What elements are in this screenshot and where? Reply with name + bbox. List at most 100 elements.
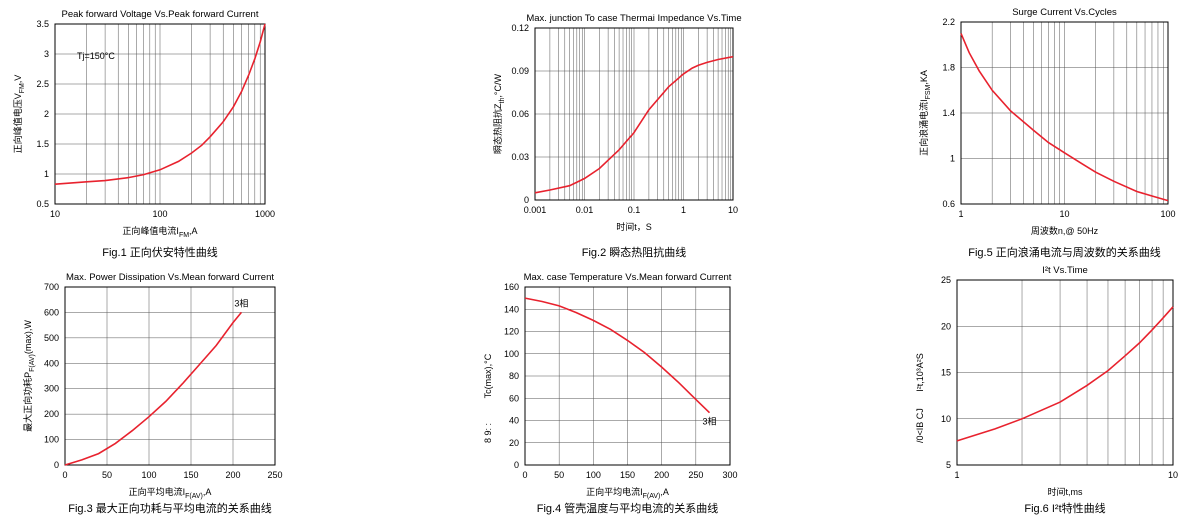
x-tick-label: 100 xyxy=(1160,209,1175,219)
x-tick-label: 1 xyxy=(681,205,686,215)
y-tick-label: 0.03 xyxy=(511,152,529,162)
x-axis-label: 正向平均电流IF(AV),A xyxy=(129,486,212,500)
x-tick-label: 100 xyxy=(152,209,167,219)
figure-caption: Fig.6 I²t特性曲线 xyxy=(1024,501,1105,515)
y-tick-label: 5 xyxy=(946,460,951,470)
y-tick-label: 2.5 xyxy=(36,79,49,89)
x-tick-label: 0 xyxy=(62,470,67,480)
chart-fig6: 1 10 5 10 15 20 25 I²t Vs.Time 时间t,ms I²t,10³A²S /… xyxy=(915,265,1178,515)
chart-grid xyxy=(961,22,1168,204)
y-axis-label: 正向浪涌电流IFSM,KA xyxy=(918,70,932,156)
y-axis-label: 正向峰值电压VFM,V xyxy=(12,75,26,154)
series-line xyxy=(956,306,1174,442)
x-tick-label: 0.1 xyxy=(628,205,641,215)
y-tick-label: 140 xyxy=(504,304,519,314)
series-line xyxy=(54,23,266,185)
chart-grid xyxy=(957,280,1173,465)
x-tick-label: 10 xyxy=(1059,209,1069,219)
x-tick-label: 0.01 xyxy=(576,205,594,215)
chart-fig3: 0 50 100 150 200 250 0 100 200 300 400 500 600 700 Max… xyxy=(22,272,283,515)
x-axis-label: 时间t,ms xyxy=(1048,486,1083,497)
x-tick-label: 250 xyxy=(688,470,703,480)
x-tick-label: 150 xyxy=(183,470,198,480)
y-tick-label: 0.12 xyxy=(511,23,529,33)
plot-frame xyxy=(64,286,276,466)
chart-annotation: Tj=150°C xyxy=(77,51,115,61)
x-tick-label: 1 xyxy=(954,470,959,480)
x-tick-label: 10 xyxy=(1168,470,1178,480)
x-tick-label: 10 xyxy=(50,209,60,219)
x-tick-label: 50 xyxy=(554,470,564,480)
y-tick-label: 400 xyxy=(44,358,59,368)
figure-caption: Fig.3 最大正向功耗与平均电流的关系曲线 xyxy=(68,501,272,515)
y-tick-label: 0.06 xyxy=(511,109,529,119)
plot-frame xyxy=(956,279,1174,466)
y-tick-label: 600 xyxy=(44,307,59,317)
x-tick-label: 100 xyxy=(141,470,156,480)
plot-frame xyxy=(960,21,1169,205)
y-axis-label: 最大正向功耗PF(AV)(max),W xyxy=(22,320,36,432)
y-tick-label: 1.4 xyxy=(942,108,955,118)
y-tick-label: 40 xyxy=(509,416,519,426)
chart-title: Max. Power Dissipation Vs.Mean forward C… xyxy=(66,272,274,283)
chart-title: Max. case Temperature Vs.Mean forward Cu… xyxy=(524,272,732,283)
plot-frame xyxy=(534,27,734,201)
chart-annotation: 3相 xyxy=(234,297,248,308)
figure-caption: Fig.4 管壳温度与平均电流的关系曲线 xyxy=(537,501,719,515)
y-tick-label: 160 xyxy=(504,282,519,292)
y-tick-label: 15 xyxy=(941,368,951,378)
x-tick-label: 1 xyxy=(958,209,963,219)
chart-grid xyxy=(55,24,265,204)
y-tick-label: 20 xyxy=(941,321,951,331)
y-tick-label: 3 xyxy=(44,49,49,59)
y-tick-label: 2.2 xyxy=(942,17,955,27)
figure-caption: Fig.2 瞬态热阻抗曲线 xyxy=(582,245,687,259)
x-tick-label: 0.001 xyxy=(524,205,547,215)
y-tick-label: 0 xyxy=(514,460,519,470)
y-tick-label: 200 xyxy=(44,409,59,419)
y-tick-label: 0.5 xyxy=(36,199,49,209)
y-tick-label: 10 xyxy=(941,414,951,424)
series-line xyxy=(960,33,1169,202)
y-tick-label: 300 xyxy=(44,384,59,394)
x-tick-label: 1000 xyxy=(255,209,275,219)
y-tick-label: 0.09 xyxy=(511,66,529,76)
chart-title: I²t Vs.Time xyxy=(1042,265,1088,276)
chart-fig4: 0 50 100 150 200 250 300 0 20 40 60 80 100 120 140 160 M… xyxy=(483,272,738,515)
chart-grid xyxy=(65,287,275,465)
plot-frame xyxy=(524,286,731,466)
figure-caption: Fig.1 正向伏安特性曲线 xyxy=(102,245,218,259)
y-tick-label: 1.8 xyxy=(942,63,955,73)
y-tick-label: 0.6 xyxy=(942,199,955,209)
series-line xyxy=(524,297,711,414)
x-tick-label: 150 xyxy=(620,470,635,480)
y-tick-label: 0 xyxy=(524,195,529,205)
y-axis-label-prefix: /0<IB CJ xyxy=(915,408,925,443)
chart-title: Surge Current Vs.Cycles xyxy=(1012,7,1117,18)
y-tick-label: 3.5 xyxy=(36,19,49,29)
y-tick-label: 1 xyxy=(44,169,49,179)
y-tick-label: 1 xyxy=(950,154,955,164)
y-axis-label: Tc(max),°C xyxy=(483,353,493,398)
x-tick-label: 0 xyxy=(522,470,527,480)
x-tick-label: 300 xyxy=(722,470,737,480)
y-tick-label: 60 xyxy=(509,393,519,403)
x-tick-label: 50 xyxy=(102,470,112,480)
chart-grid xyxy=(535,28,733,200)
y-tick-label: 500 xyxy=(44,333,59,343)
y-tick-label: 2 xyxy=(44,109,49,119)
y-tick-label: 120 xyxy=(504,327,519,337)
series-line xyxy=(64,311,243,466)
figure-caption: Fig.5 正向浪涌电流与周波数的关系曲线 xyxy=(968,245,1161,259)
plot-frame xyxy=(54,23,266,205)
x-tick-label: 100 xyxy=(586,470,601,480)
y-tick-label: 100 xyxy=(44,435,59,445)
x-axis-label: 正向峰值电流IFM,A xyxy=(122,225,197,239)
y-tick-label: 1.5 xyxy=(36,139,49,149)
x-axis-label: 时间t，S xyxy=(616,221,652,232)
y-tick-label: 100 xyxy=(504,349,519,359)
y-axis-label: 瞬态热阻抗Zth,°C/W xyxy=(492,74,506,154)
